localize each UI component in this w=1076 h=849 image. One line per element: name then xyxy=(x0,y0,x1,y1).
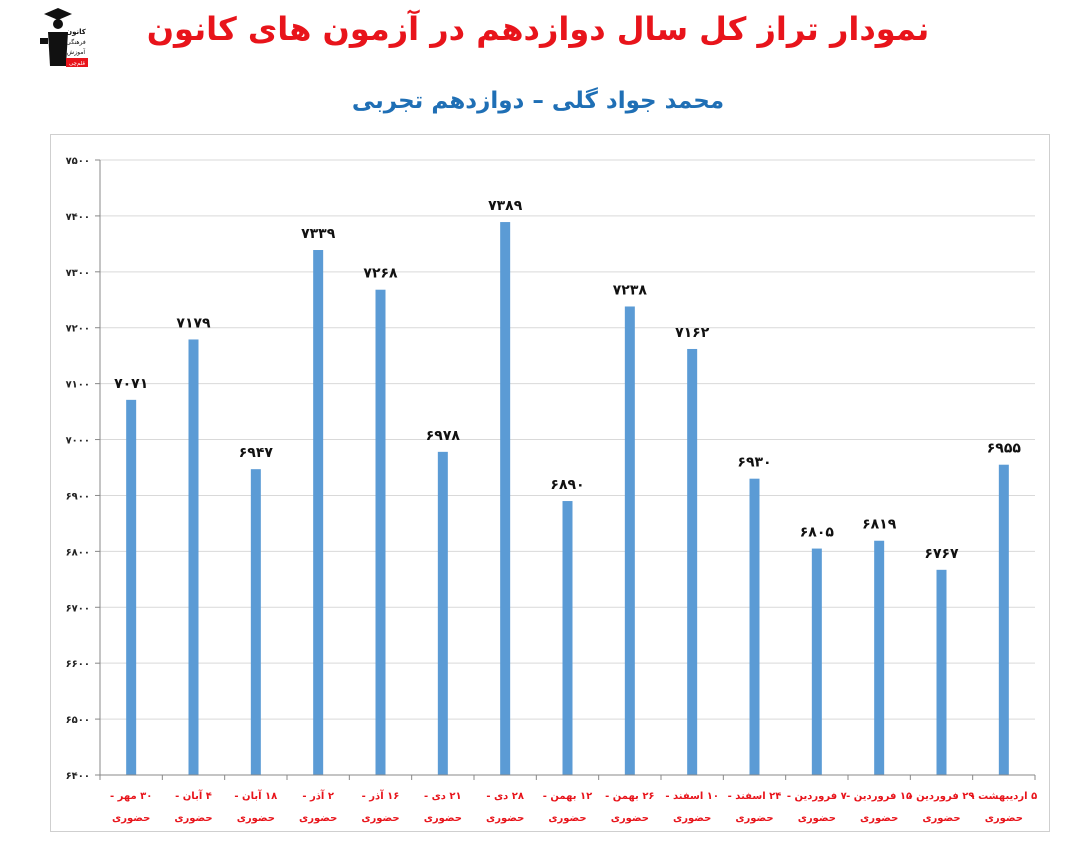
logo-text-2: فرهنگی xyxy=(66,38,86,46)
bar xyxy=(375,289,386,775)
chart-frame xyxy=(50,134,1050,832)
category-label: ۱۸ آبان - xyxy=(234,789,277,802)
y-tick-label: ۶۸۰۰ xyxy=(66,547,90,558)
category-label: ۵ اردیبهشت - xyxy=(970,791,1037,802)
category-sublabel: حضوری xyxy=(174,813,212,824)
category-sublabel: حضوری xyxy=(922,813,960,824)
category-label: ۱۵ فروردین - xyxy=(846,791,912,802)
data-label: ۷۱۷۹ xyxy=(176,315,211,331)
bar xyxy=(562,501,573,775)
category-sublabel: حضوری xyxy=(860,813,898,824)
data-label: ۷۲۳۸ xyxy=(613,282,648,298)
data-label: ۷۲۶۸ xyxy=(363,266,398,282)
data-label: ۷۱۶۲ xyxy=(675,325,710,341)
y-tick-label: ۶۴۰۰ xyxy=(66,771,90,782)
data-label: ۶۷۶۷ xyxy=(924,546,959,562)
category-label: ۲۱ دی - xyxy=(424,791,462,802)
category-sublabel: حضوری xyxy=(486,813,524,824)
bar xyxy=(437,451,448,775)
category-label: ۲۸ دی - xyxy=(486,791,524,802)
logo-text-1: کانون xyxy=(66,28,87,36)
category-sublabel: حضوری xyxy=(299,813,337,824)
y-tick-label: ۷۱۰۰ xyxy=(66,380,90,391)
category-sublabel: حضوری xyxy=(424,813,462,824)
bar xyxy=(188,339,199,775)
bar xyxy=(687,348,698,775)
category-sublabel: حضوری xyxy=(237,813,275,824)
category-sublabel: حضوری xyxy=(673,813,711,824)
y-tick-label: ۷۴۰۰ xyxy=(66,212,90,223)
data-label: ۶۹۵۵ xyxy=(987,441,1022,457)
category-sublabel: حضوری xyxy=(611,813,649,824)
chart-subtitle: محمد جواد گلی – دوازدهم تجربی xyxy=(351,88,725,114)
data-label: ۶۹۴۷ xyxy=(239,445,274,461)
bars xyxy=(126,222,1009,776)
y-tick-label: ۶۷۰۰ xyxy=(66,603,90,614)
category-label: ۱۶ آذر - xyxy=(362,789,400,802)
data-label: ۷۳۳۹ xyxy=(301,226,336,242)
y-tick-label: ۷۰۰۰ xyxy=(66,436,90,447)
category-label: ۱۲ بهمن - xyxy=(543,791,592,802)
data-label: ۷۳۸۹ xyxy=(488,198,523,214)
category-label: ۱۰ اسفند - xyxy=(665,791,719,802)
category-label: ۲۹ فروردین - xyxy=(909,791,975,802)
category-sublabel: حضوری xyxy=(112,813,150,824)
y-tick-label: ۶۵۰۰ xyxy=(66,715,90,726)
y-tick-label: ۷۳۰۰ xyxy=(66,268,90,279)
category-sublabel: حضوری xyxy=(548,813,586,824)
logo-text-4: قلم‌چی xyxy=(69,61,85,67)
bar xyxy=(874,540,885,775)
data-label: ۷۰۷۱ xyxy=(114,376,148,392)
bar xyxy=(250,469,261,775)
category-label: ۲ آذر - xyxy=(302,789,334,802)
y-tick-label: ۶۹۰۰ xyxy=(66,491,90,502)
chart-title: نمودار تراز کل سال دوازدهم در آزمون های … xyxy=(146,10,930,48)
bar xyxy=(624,306,635,775)
bar xyxy=(936,569,947,775)
bar xyxy=(749,478,760,775)
category-sublabel: حضوری xyxy=(361,813,399,824)
y-tick-label: ۶۶۰۰ xyxy=(66,659,90,670)
y-tick-label: ۷۲۰۰ xyxy=(66,324,90,335)
category-sublabel: حضوری xyxy=(985,813,1023,824)
bar xyxy=(313,250,324,775)
data-label: ۶۸۰۵ xyxy=(800,525,835,541)
category-label: ۳۰ مهر - xyxy=(110,791,152,802)
logo-text-3: آموزش xyxy=(67,47,86,56)
y-axis: ۷۵۰۰ ۷۴۰۰ ۷۳۰۰ ۷۲۰۰ ۷۱۰۰ ۷۰۰۰ ۶۹۰۰ ۶۸۰۰ ۶۷۰۰ ۶۶۰۰… xyxy=(66,156,101,782)
bar xyxy=(500,222,511,776)
category-sublabel: حضوری xyxy=(798,813,836,824)
bar xyxy=(126,399,137,775)
data-label: ۶۹۷۸ xyxy=(426,428,461,444)
data-label: ۶۸۱۹ xyxy=(862,517,897,533)
kanoon-logo-icon: کانون فرهنگی آموزش قلم‌چی xyxy=(38,8,90,74)
category-sublabel: حضوری xyxy=(735,813,773,824)
bar xyxy=(998,464,1009,775)
data-labels: ۷۰۷۱ ۷۱۷۹ ۶۹۴۷ ۷۳۳۹ ۷۲۶۸ ۶۹۷۸ ۷۳۸۹ ۶۸۹۰ ۷۲۳۸ ۷۱۶۲… xyxy=(114,198,1021,562)
data-label: ۶۸۹۰ xyxy=(550,477,584,493)
category-label: ۷ فروردین - xyxy=(787,791,847,802)
category-label: ۲۴ اسفند - xyxy=(728,791,782,802)
bar xyxy=(811,548,822,775)
y-tick-label: ۷۵۰۰ xyxy=(66,156,90,167)
category-label: ۴ آبان - xyxy=(175,789,212,802)
category-label: ۲۶ بهمن - xyxy=(605,791,654,802)
x-axis: ۳۰ مهر - حضوری ۴ آبان - حضوری ۱۸ آبان - حضوری… xyxy=(99,774,1037,824)
data-label: ۶۹۳۰ xyxy=(737,455,771,471)
